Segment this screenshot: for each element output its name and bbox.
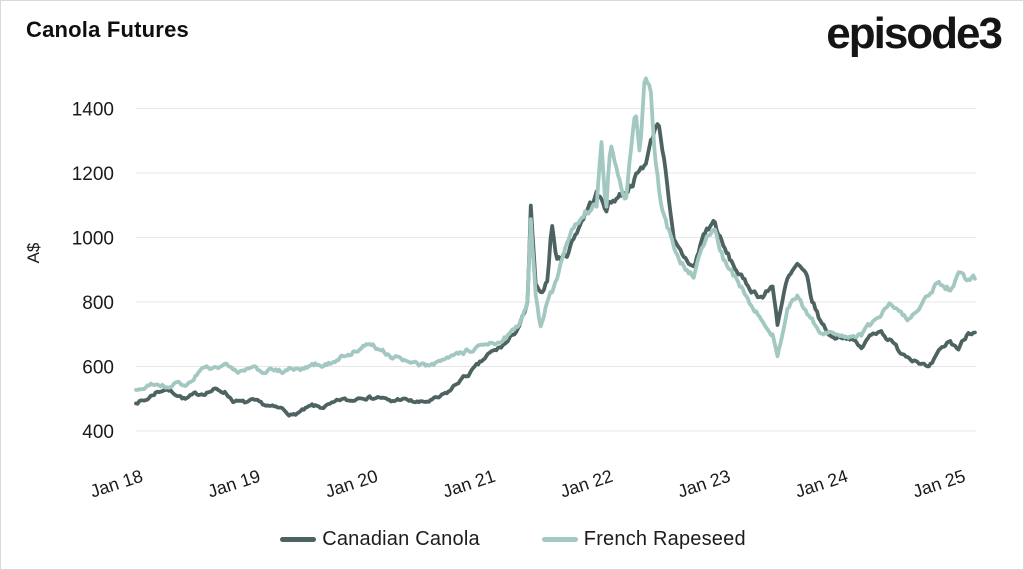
x-tick-label: Jan 24 (793, 466, 851, 502)
y-axis-tick-labels: 400 600 800 1000 1200 1400 (72, 100, 114, 444)
series-line-canadian-canola (134, 122, 977, 418)
y-tick-label: 600 (82, 358, 114, 379)
legend: Canadian Canola French Rapeseed (1, 519, 1023, 559)
y-axis-title: A$ (24, 242, 43, 263)
legend-item-french-rapeseed[interactable]: French Rapeseed (541, 527, 746, 551)
x-axis-tick-labels: Jan 18 Jan 19 Jan 20 Jan 21 Jan 22 Jan 23 Jan … (88, 466, 968, 502)
x-tick-label: Jan 25 (910, 466, 968, 502)
y-tick-label: 800 (82, 293, 114, 314)
series-line-french-rapeseed (134, 76, 977, 392)
x-tick-label: Jan 22 (558, 466, 616, 502)
x-tick-label: Jan 21 (440, 466, 498, 502)
legend-label-french-rapeseed: French Rapeseed (583, 527, 746, 550)
episode3-logo: episode3 (826, 9, 1003, 58)
y-tick-label: 1200 (72, 164, 114, 185)
chart-title: Canola Futures (26, 17, 189, 42)
y-tick-label: 1000 (72, 229, 114, 250)
legend-item-canadian-canola[interactable]: Canadian Canola (280, 528, 480, 551)
x-tick-label: Jan 18 (88, 466, 146, 502)
series-lines (134, 76, 977, 418)
plot-area[interactable]: 400 600 800 1000 1200 1400 Jan 18 Jan 19 Jan 20… (1, 1, 1024, 516)
legend-swatch-canadian-canola (280, 536, 317, 542)
legend-label-canadian-canola: Canadian Canola (322, 527, 480, 550)
x-tick-label: Jan 23 (675, 466, 733, 502)
y-tick-label: 1400 (72, 100, 114, 121)
y-tick-label: 400 (82, 422, 114, 443)
x-tick-label: Jan 20 (323, 466, 381, 502)
gridlines (136, 108, 976, 432)
legend-swatch-french-rapeseed (541, 536, 578, 542)
x-tick-label: Jan 19 (205, 466, 263, 502)
